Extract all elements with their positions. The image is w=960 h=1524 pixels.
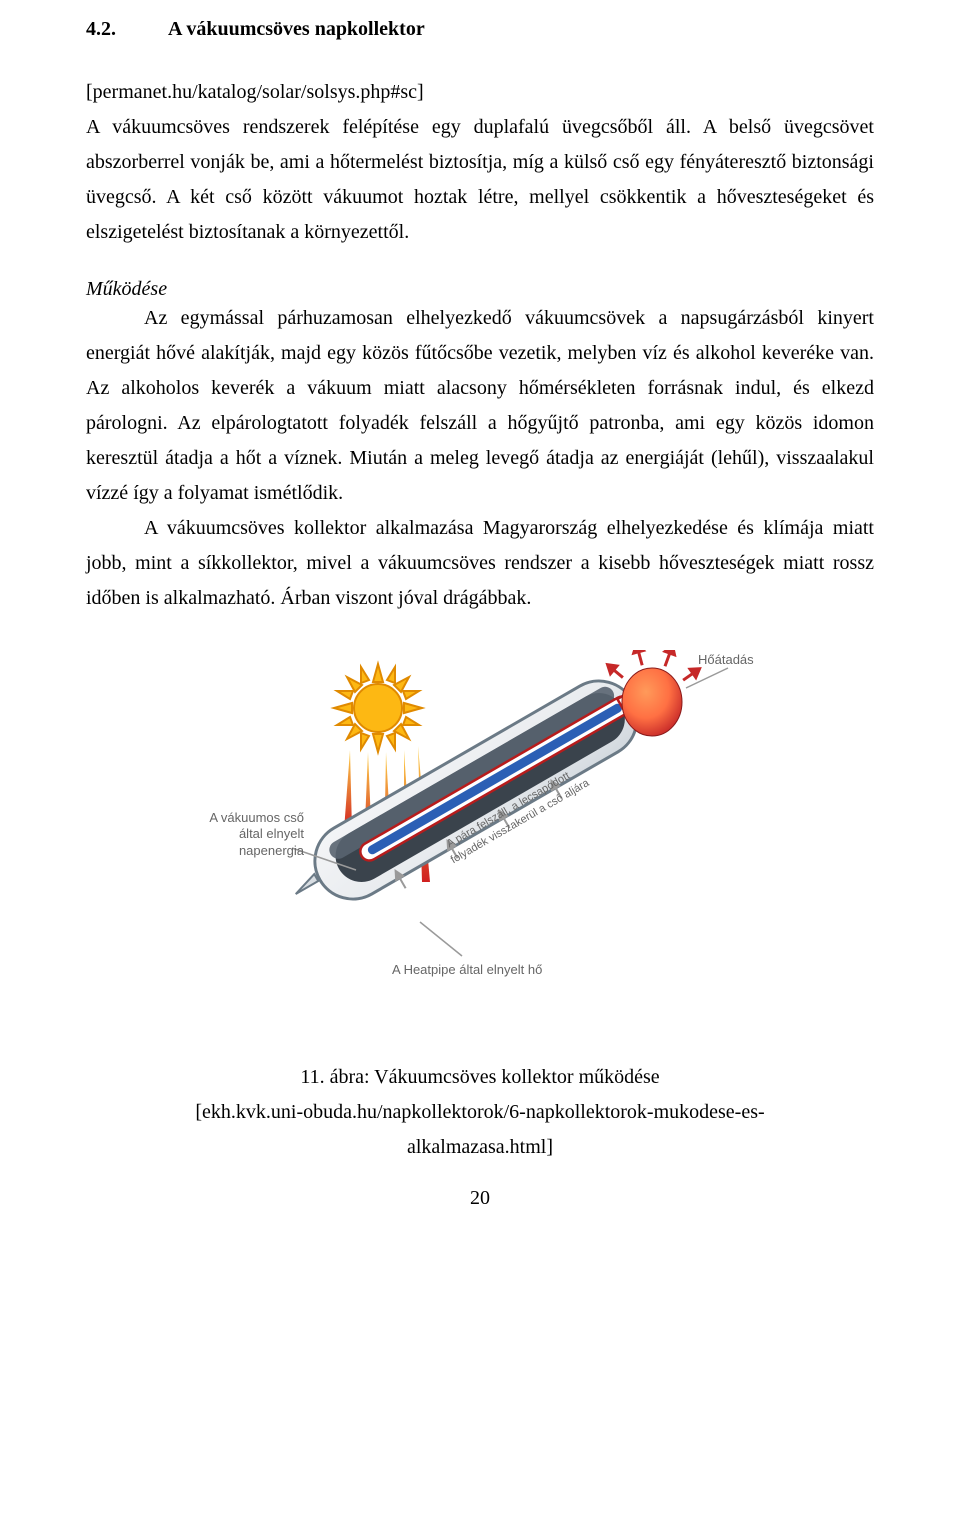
section-heading: 4.2. A vákuumcsöves napkollektor	[86, 18, 874, 41]
subheading-mukodese: Működése	[86, 278, 874, 301]
paragraph-2: Az egymással párhuzamosan elhelyezkedő v…	[86, 301, 874, 511]
caption-line-3: alkalmazasa.html]	[407, 1136, 553, 1158]
document-page: 4.2. A vákuumcsöves napkollektor [perman…	[0, 0, 960, 1250]
caption-line-1: 11. ábra: Vákuumcsöves kollektor működés…	[300, 1066, 659, 1088]
label-heat-release: Hőátadás	[698, 652, 754, 668]
paragraph-1: A vákuumcsöves rendszerek felépítése egy…	[86, 116, 874, 243]
label-sun-energy-l3: napenergia	[239, 843, 304, 858]
label-sun-energy: A vákuumos cső által elnyelt napenergia	[194, 810, 304, 859]
reference-link-line: [permanet.hu/katalog/solar/solsys.php#sc…	[86, 75, 874, 250]
section-title: A vákuumcsöves napkollektor	[168, 18, 425, 41]
page-number: 20	[86, 1187, 874, 1210]
paragraph-3: A vákuumcsöves kollektor alkalmazása Mag…	[86, 511, 874, 616]
section-number: 4.2.	[86, 18, 168, 41]
label-sun-energy-l2: által elnyelt	[239, 826, 304, 841]
label-heatpipe: A Heatpipe által elnyelt hő	[392, 962, 542, 978]
reference-link-text: [permanet.hu/katalog/solar/solsys.php#sc…	[86, 81, 424, 103]
figure-caption: 11. ábra: Vákuumcsöves kollektor működés…	[86, 1060, 874, 1165]
label-sun-energy-l1: A vákuumos cső	[209, 810, 304, 825]
vacuum-tube-diagram: Hőátadás A vákuumos cső által elnyelt na…	[200, 650, 760, 1030]
figure-container: Hőátadás A vákuumos cső által elnyelt na…	[86, 650, 874, 1030]
caption-line-2: [ekh.kvk.uni-obuda.hu/napkollektorok/6-n…	[195, 1101, 764, 1123]
